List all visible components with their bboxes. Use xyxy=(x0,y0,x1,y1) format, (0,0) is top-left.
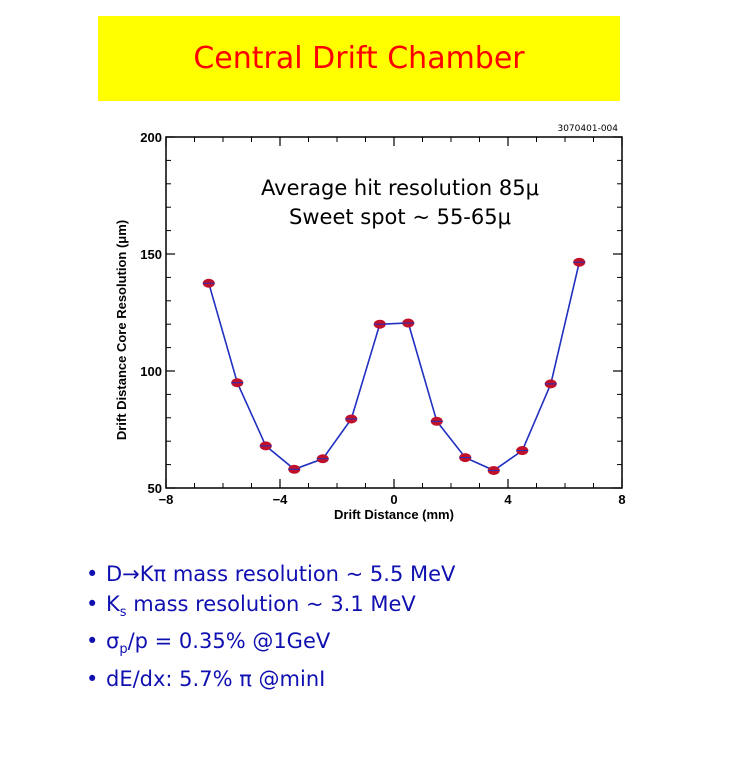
x-axis-label: Drift Distance (mm) xyxy=(334,507,454,522)
y-tick-label: 150 xyxy=(140,247,162,262)
bullet-subscript: p xyxy=(119,642,128,658)
x-tick-label: 8 xyxy=(618,492,625,507)
annotation-line-1: Average hit resolution 85μ xyxy=(261,176,539,200)
x-tick-label: 0 xyxy=(390,492,397,507)
bullet-dot: • xyxy=(86,666,99,691)
bullet-dot: • xyxy=(86,629,99,654)
bullet-item: • dE/dx: 5.7% π @minI xyxy=(86,665,455,695)
x-tick-label: 4 xyxy=(504,492,512,507)
bullet-item: • σp/p = 0.35% @1GeV xyxy=(86,627,455,665)
slide-title-box: Central Drift Chamber xyxy=(98,16,620,101)
series-line xyxy=(208,262,581,472)
y-tick-label: 100 xyxy=(140,364,162,379)
y-tick-label: 50 xyxy=(148,481,162,496)
bullet-text: D→Kπ mass resolution ~ 5.5 MeV xyxy=(106,562,456,586)
y-tick-label: 200 xyxy=(140,130,162,145)
key-results-list: • D→Kπ mass resolution ~ 5.5 MeV • Ks mass… xyxy=(86,560,455,694)
bullet-text: σ xyxy=(106,629,120,654)
bullet-subscript: s xyxy=(119,604,127,620)
resolution-chart: 3070401-004 Average hit resolution 85μ S… xyxy=(114,124,626,522)
bullet-text: dE/dx: 5.7% π @minI xyxy=(106,666,326,691)
annotation-line-2: Sweet spot ~ 55-65μ xyxy=(289,205,511,229)
chart-id-label: 3070401-004 xyxy=(557,124,618,134)
bullet-dot: • xyxy=(86,591,99,616)
bullet-dot: • xyxy=(86,562,99,586)
bullet-text-after: /p = 0.35% @1GeV xyxy=(127,629,331,654)
bullet-text: K xyxy=(106,591,120,616)
y-axis-label: Drift Distance Core Resolution (μm) xyxy=(114,220,129,440)
bullet-item: • D→Kπ mass resolution ~ 5.5 MeV xyxy=(86,560,455,590)
bullet-text-after: mass resolution ~ 3.1 MeV xyxy=(126,591,416,616)
x-tick-label: −8 xyxy=(159,492,174,507)
slide-title: Central Drift Chamber xyxy=(193,41,525,76)
bullet-item: • Ks mass resolution ~ 3.1 MeV xyxy=(86,590,455,628)
x-tick-label: −4 xyxy=(273,492,289,507)
